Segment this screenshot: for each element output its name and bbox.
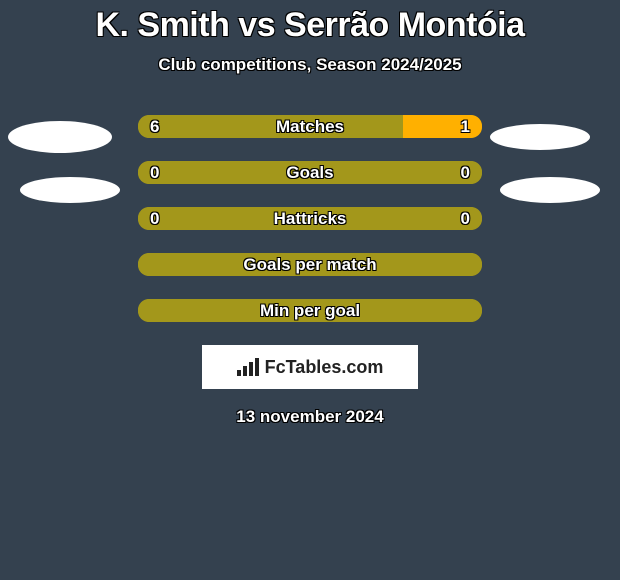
fctables-logo: FcTables.com: [202, 345, 418, 389]
bar-left: [138, 253, 482, 276]
stat-row: Goals00: [138, 161, 482, 184]
stat-row: Hattricks00: [138, 207, 482, 230]
stat-row: Goals per match: [138, 253, 482, 276]
value-right: 0: [461, 161, 470, 184]
page-title: K. Smith vs Serrão Montóia: [0, 0, 620, 45]
right-badge: [500, 177, 600, 203]
bar-right: [403, 115, 482, 138]
bar-track: [138, 299, 482, 322]
value-left: 6: [150, 115, 159, 138]
value-right: 0: [461, 207, 470, 230]
subtitle: Club competitions, Season 2024/2025: [0, 55, 620, 75]
date-label: 13 november 2024: [0, 407, 620, 427]
bars-icon: [237, 358, 259, 376]
right-badge: [490, 124, 590, 150]
value-left: 0: [150, 207, 159, 230]
logo-text: FcTables.com: [265, 357, 384, 378]
bar-track: [138, 115, 482, 138]
bar-left: [138, 161, 482, 184]
bar-left: [138, 115, 403, 138]
bar-left: [138, 207, 482, 230]
value-left: 0: [150, 161, 159, 184]
bar-left: [138, 299, 482, 322]
left-badge: [20, 177, 120, 203]
stat-row: Matches61: [138, 115, 482, 138]
bar-track: [138, 253, 482, 276]
stat-row: Min per goal: [138, 299, 482, 322]
bar-track: [138, 207, 482, 230]
value-right: 1: [461, 115, 470, 138]
left-badge: [8, 121, 112, 153]
bar-track: [138, 161, 482, 184]
